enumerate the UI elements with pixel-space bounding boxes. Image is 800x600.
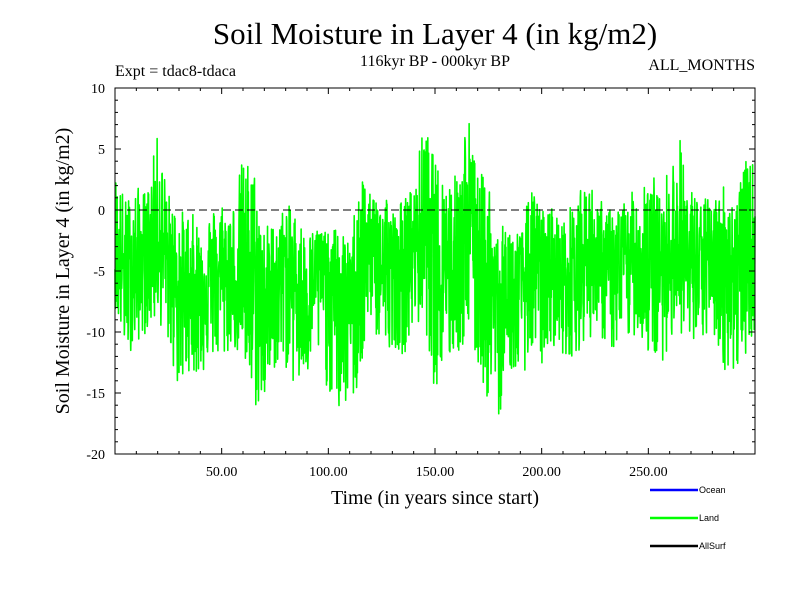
series-line-land xyxy=(114,122,756,415)
x-tick-label: 100.00 xyxy=(309,465,348,480)
y-tick-label: 5 xyxy=(98,143,105,158)
y-tick-label: -15 xyxy=(86,387,105,402)
legend: Ocean Land AllSurf xyxy=(650,485,726,551)
x-axis-label: Time (in years since start) xyxy=(330,487,540,509)
legend-label-ocean: Ocean xyxy=(699,485,726,495)
chart-subtitle: 116kyr BP - 000kyr BP xyxy=(360,53,510,70)
axis-ticks: 10 5 0 -5 -10 -15 -20 50.00 100.00 150.00 200.00 25… xyxy=(86,82,755,480)
series-layer xyxy=(114,122,756,415)
x-tick-label: 150.00 xyxy=(416,465,455,480)
y-tick-label: -10 xyxy=(86,326,105,341)
y-tick-label: -20 xyxy=(86,448,105,463)
x-tick-label: 50.00 xyxy=(206,465,238,480)
chart-title: Soil Moisture in Layer 4 (in kg/m2) xyxy=(212,16,658,51)
y-tick-label: 10 xyxy=(91,82,105,97)
legend-label-land: Land xyxy=(699,513,719,523)
months-label: ALL_MONTHS xyxy=(648,57,755,74)
x-tick-label: 200.00 xyxy=(522,465,561,480)
plot-frame xyxy=(114,87,756,455)
legend-label-allsurf: AllSurf xyxy=(699,541,726,551)
experiment-label: Expt = tdac8-tdaca xyxy=(115,63,236,80)
y-tick-label: 0 xyxy=(98,204,105,219)
x-tick-label: 250.00 xyxy=(629,465,668,480)
y-tick-label: -5 xyxy=(93,265,105,280)
